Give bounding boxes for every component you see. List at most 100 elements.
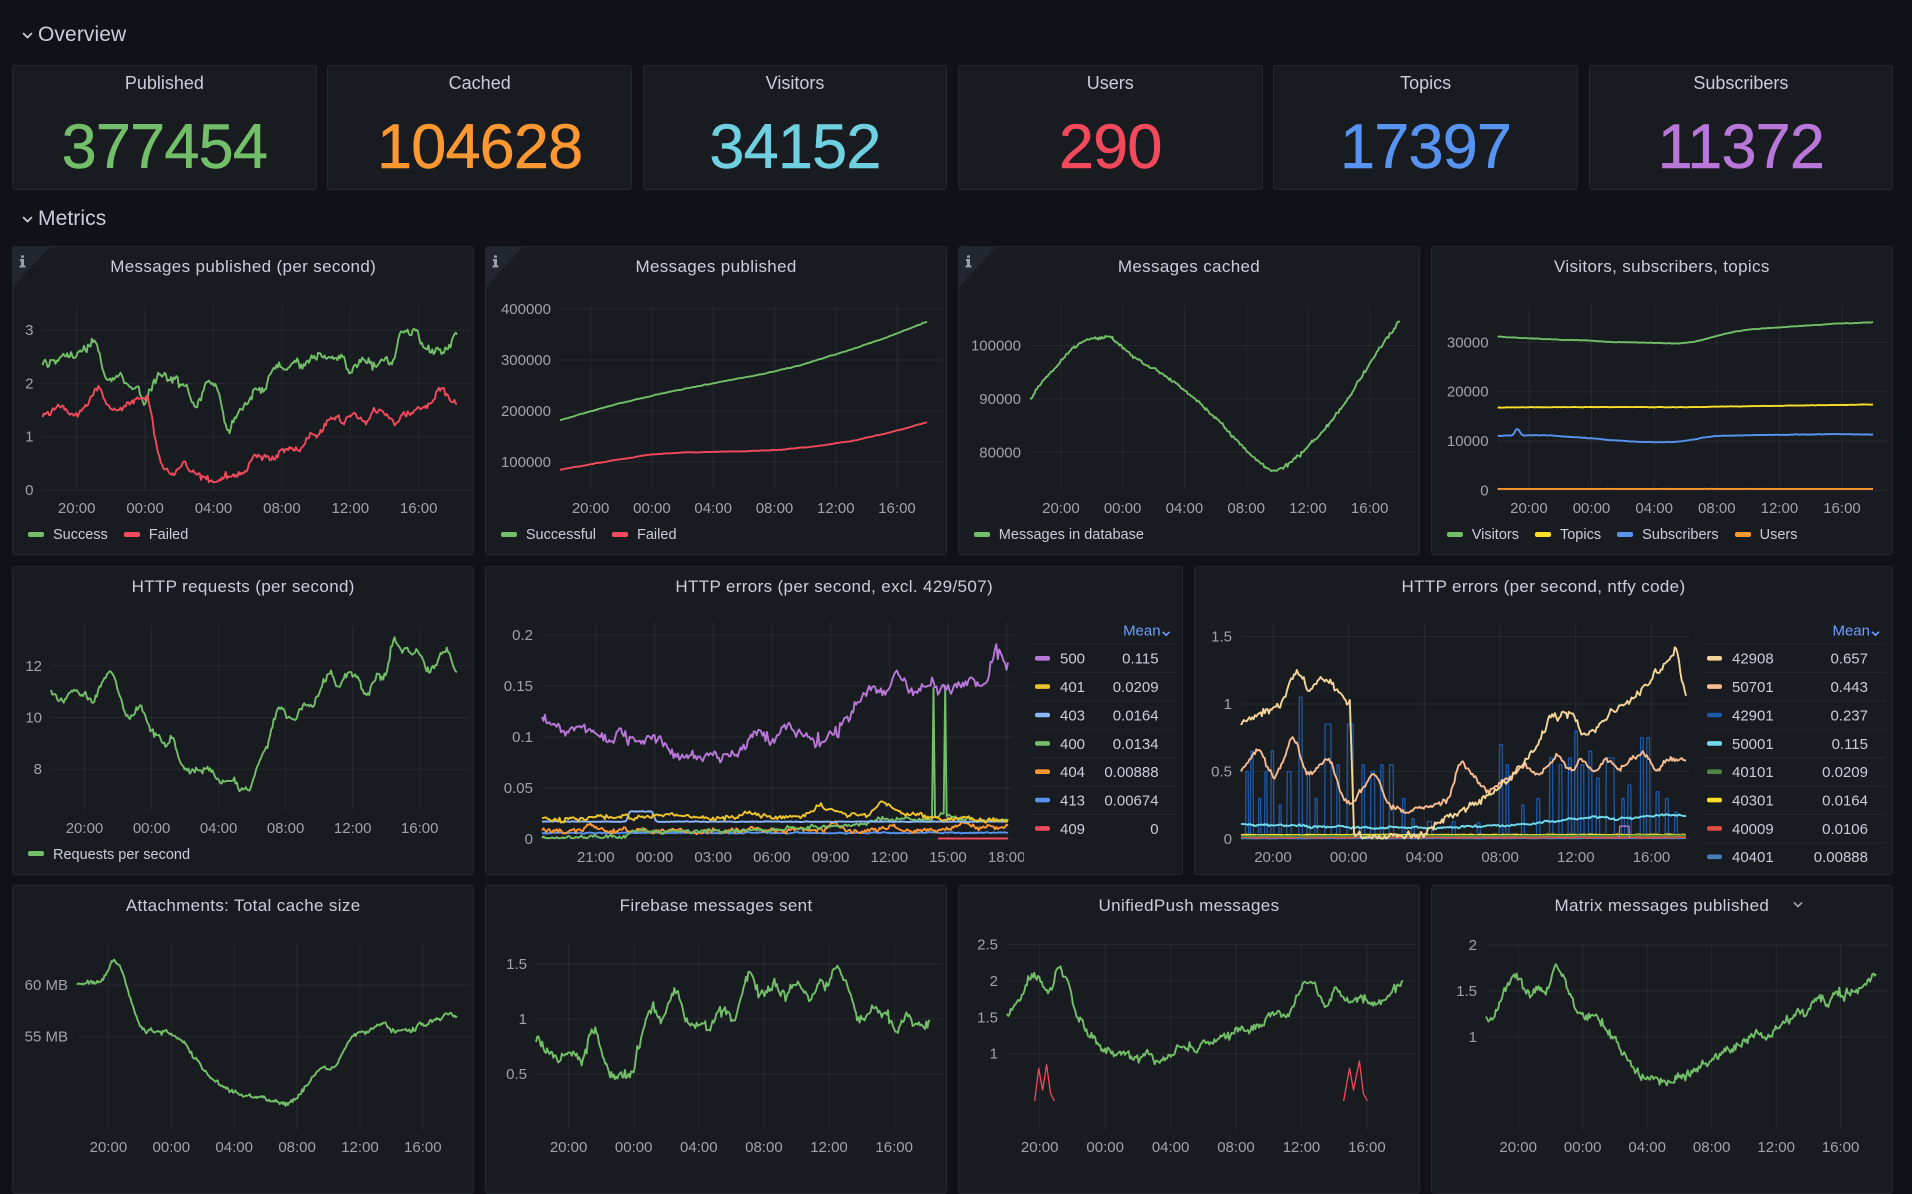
svg-text:04:00: 04:00 [680, 1139, 718, 1156]
svg-text:401: 401 [1060, 679, 1085, 696]
svg-text:16:00: 16:00 [400, 500, 438, 517]
svg-text:50001: 50001 [1732, 735, 1774, 752]
svg-text:12:00: 12:00 [810, 1139, 848, 1156]
svg-text:0.657: 0.657 [1830, 650, 1868, 667]
svg-text:400000: 400000 [501, 301, 551, 318]
svg-text:00:00: 00:00 [133, 820, 171, 837]
svg-text:1.5: 1.5 [977, 1009, 998, 1026]
svg-text:1: 1 [989, 1046, 997, 1063]
svg-text:2: 2 [989, 973, 997, 990]
svg-text:1: 1 [25, 429, 33, 446]
svg-text:04:00: 04:00 [195, 500, 233, 517]
svg-text:42908: 42908 [1732, 650, 1774, 667]
svg-text:0.0209: 0.0209 [1113, 679, 1159, 696]
svg-text:09:00: 09:00 [812, 849, 850, 866]
svg-text:20000: 20000 [1447, 384, 1489, 401]
svg-text:16:00: 16:00 [401, 820, 439, 837]
svg-text:16:00: 16:00 [875, 1139, 913, 1156]
svg-text:40301: 40301 [1732, 792, 1774, 809]
svg-text:16:00: 16:00 [1822, 1139, 1860, 1156]
svg-text:413: 413 [1060, 792, 1085, 809]
svg-text:404: 404 [1060, 764, 1085, 781]
svg-text:04:00: 04:00 [1152, 1139, 1190, 1156]
svg-text:16:00: 16:00 [1823, 500, 1861, 517]
svg-text:21:00: 21:00 [577, 849, 615, 866]
svg-text:00:00: 00:00 [126, 500, 164, 517]
svg-text:06:00: 06:00 [753, 849, 791, 866]
svg-text:8: 8 [34, 761, 42, 778]
svg-text:12:00: 12:00 [870, 849, 908, 866]
svg-text:08:00: 08:00 [756, 500, 794, 517]
svg-text:00:00: 00:00 [1564, 1139, 1602, 1156]
svg-text:00:00: 00:00 [1330, 849, 1368, 866]
svg-text:04:00: 04:00 [1406, 849, 1444, 866]
svg-text:40401: 40401 [1732, 849, 1774, 866]
svg-text:04:00: 04:00 [215, 1139, 253, 1156]
svg-text:500: 500 [1060, 650, 1085, 667]
svg-text:12:00: 12:00 [332, 500, 370, 517]
svg-text:20:00: 20:00 [58, 500, 96, 517]
svg-text:12:00: 12:00 [341, 1139, 379, 1156]
svg-text:60 MB: 60 MB [25, 977, 68, 994]
svg-text:80000: 80000 [979, 444, 1021, 461]
svg-text:04:00: 04:00 [1165, 500, 1203, 517]
svg-text:12:00: 12:00 [1760, 500, 1798, 517]
svg-text:16:00: 16:00 [404, 1139, 442, 1156]
svg-text:100000: 100000 [501, 454, 551, 471]
svg-text:0.0164: 0.0164 [1822, 792, 1868, 809]
svg-text:1: 1 [1224, 696, 1232, 713]
svg-text:16:00: 16:00 [1633, 849, 1671, 866]
svg-text:50701: 50701 [1732, 679, 1774, 696]
svg-text:00:00: 00:00 [1572, 500, 1610, 517]
svg-text:2.5: 2.5 [977, 937, 998, 954]
svg-text:16:00: 16:00 [878, 500, 916, 517]
svg-text:1.5: 1.5 [1211, 628, 1232, 645]
svg-text:0: 0 [1150, 820, 1158, 837]
svg-text:12:00: 12:00 [1283, 1139, 1321, 1156]
svg-text:0.00888: 0.00888 [1814, 849, 1868, 866]
svg-text:0: 0 [1224, 831, 1232, 848]
svg-text:04:00: 04:00 [1635, 500, 1673, 517]
svg-text:08:00: 08:00 [1217, 1139, 1255, 1156]
svg-text:55 MB: 55 MB [25, 1029, 68, 1046]
svg-text:0: 0 [1480, 482, 1488, 499]
svg-text:20:00: 20:00 [550, 1139, 588, 1156]
svg-text:08:00: 08:00 [278, 1139, 316, 1156]
svg-text:00:00: 00:00 [636, 849, 674, 866]
svg-text:Mean: Mean [1123, 622, 1161, 639]
svg-text:40009: 40009 [1732, 820, 1774, 837]
svg-text:00:00: 00:00 [1086, 1139, 1124, 1156]
svg-text:20:00: 20:00 [90, 1139, 128, 1156]
svg-text:20:00: 20:00 [572, 500, 610, 517]
svg-text:0.237: 0.237 [1830, 707, 1868, 724]
svg-text:08:00: 08:00 [745, 1139, 783, 1156]
svg-text:03:00: 03:00 [694, 849, 732, 866]
svg-text:12:00: 12:00 [817, 500, 855, 517]
svg-text:0.1: 0.1 [512, 729, 533, 746]
svg-text:08:00: 08:00 [1481, 849, 1519, 866]
svg-text:16:00: 16:00 [1348, 1139, 1386, 1156]
svg-text:300000: 300000 [501, 352, 551, 369]
svg-text:1.5: 1.5 [1456, 983, 1477, 1000]
svg-text:12: 12 [25, 657, 42, 674]
svg-text:16:00: 16:00 [1351, 500, 1389, 517]
svg-text:20:00: 20:00 [1254, 849, 1292, 866]
svg-text:0.115: 0.115 [1122, 650, 1158, 667]
svg-text:0.5: 0.5 [506, 1066, 527, 1083]
svg-text:00:00: 00:00 [153, 1139, 191, 1156]
svg-text:08:00: 08:00 [267, 820, 305, 837]
svg-text:00:00: 00:00 [633, 500, 671, 517]
svg-text:10: 10 [25, 709, 42, 726]
svg-text:0.0209: 0.0209 [1822, 764, 1868, 781]
svg-text:0.115: 0.115 [1832, 735, 1868, 752]
svg-text:0.0164: 0.0164 [1113, 707, 1159, 724]
svg-text:40101: 40101 [1732, 764, 1774, 781]
svg-text:0.05: 0.05 [504, 780, 533, 797]
svg-text:04:00: 04:00 [200, 820, 238, 837]
svg-text:0.2: 0.2 [512, 627, 533, 644]
svg-text:2: 2 [1468, 937, 1476, 954]
svg-text:0: 0 [25, 482, 33, 499]
svg-text:100000: 100000 [971, 338, 1021, 355]
svg-text:12:00: 12:00 [1757, 1139, 1795, 1156]
svg-text:20:00: 20:00 [1510, 500, 1548, 517]
